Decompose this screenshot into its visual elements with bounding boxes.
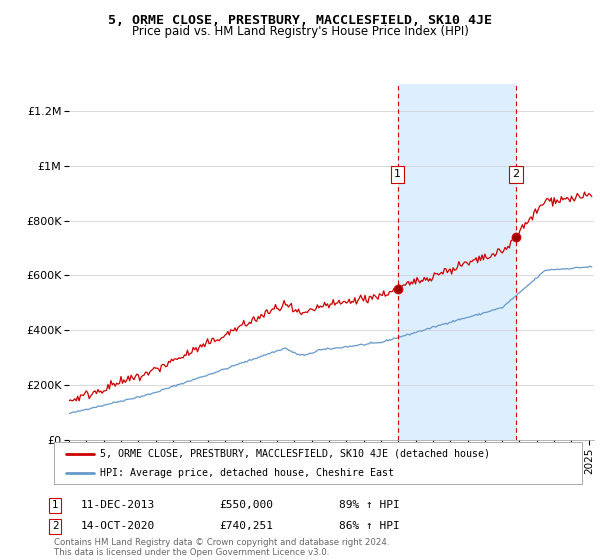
Text: 14-OCT-2020: 14-OCT-2020: [81, 521, 155, 531]
Text: 2: 2: [512, 169, 520, 179]
Text: Price paid vs. HM Land Registry's House Price Index (HPI): Price paid vs. HM Land Registry's House …: [131, 25, 469, 38]
Text: 5, ORME CLOSE, PRESTBURY, MACCLESFIELD, SK10 4JE: 5, ORME CLOSE, PRESTBURY, MACCLESFIELD, …: [108, 14, 492, 27]
Bar: [398, 84, 516, 440]
Text: 11-DEC-2013: 11-DEC-2013: [81, 500, 155, 510]
Text: 5, ORME CLOSE, PRESTBURY, MACCLESFIELD, SK10 4JE (detached house): 5, ORME CLOSE, PRESTBURY, MACCLESFIELD, …: [100, 449, 490, 459]
Text: £740,251: £740,251: [219, 521, 273, 531]
Text: 86% ↑ HPI: 86% ↑ HPI: [339, 521, 400, 531]
Text: 1: 1: [52, 500, 59, 510]
Text: HPI: Average price, detached house, Cheshire East: HPI: Average price, detached house, Ches…: [100, 468, 394, 478]
Text: 1: 1: [394, 169, 401, 179]
Text: Contains HM Land Registry data © Crown copyright and database right 2024.
This d: Contains HM Land Registry data © Crown c…: [54, 538, 389, 557]
Text: 89% ↑ HPI: 89% ↑ HPI: [339, 500, 400, 510]
Text: £550,000: £550,000: [219, 500, 273, 510]
Text: 2: 2: [52, 521, 59, 531]
